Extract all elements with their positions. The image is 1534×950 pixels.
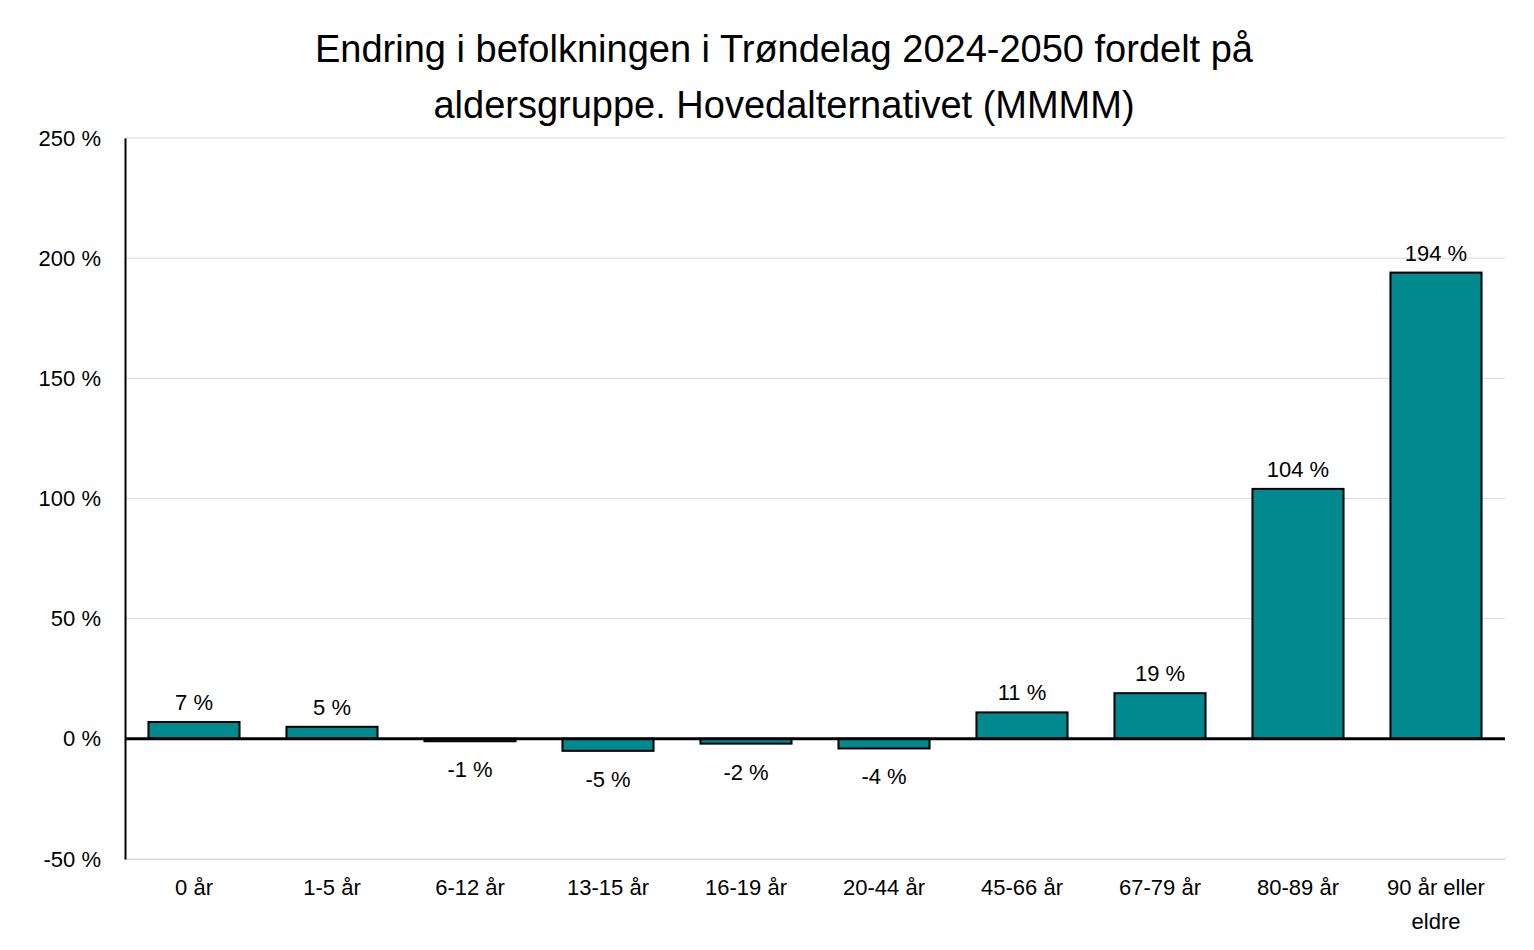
grid-line — [125, 378, 1505, 379]
bar — [1114, 693, 1205, 739]
y-tick-label: 250 % — [39, 126, 101, 151]
bar — [148, 722, 239, 739]
y-axis-line — [125, 139, 127, 860]
grid-line — [125, 138, 1505, 139]
bar — [286, 727, 377, 739]
x-tick: 13-15 år — [567, 859, 649, 900]
grid-line — [125, 859, 1505, 860]
x-axis-line — [126, 859, 1506, 860]
data-label: 104 % — [1267, 457, 1329, 482]
y-tick-label: 150 % — [39, 366, 101, 391]
y-tick: 200 % — [39, 246, 125, 271]
grid-line — [125, 738, 1505, 739]
y-tick-label: 200 % — [39, 246, 101, 271]
title: Endring i befolkningen i Trøndelag 2024-… — [315, 28, 1254, 126]
y-tick: 0 % — [63, 726, 125, 751]
y-axis: -50 % 0 % 50 % 100 % 150 % 200 % 250 % — [39, 126, 126, 872]
x-tick: 16-19 år — [705, 859, 787, 900]
bar — [562, 739, 653, 751]
data-label: -1 % — [447, 757, 492, 782]
x-tick: 90 år eller eldre — [1387, 859, 1485, 934]
y-tick: 250 % — [39, 126, 125, 151]
chart: Endring i befolkningen i Trøndelag 2024-… — [0, 0, 1534, 950]
data-label: 11 % — [998, 680, 1047, 705]
x-tick-label: 67-79 år — [1119, 875, 1201, 900]
x-tick: 80-89 år — [1257, 859, 1339, 900]
title-line: Endring i befolkningen i Trøndelag 2024-… — [315, 28, 1254, 70]
x-tick: 6-12 år — [435, 859, 505, 900]
data-label: -2 % — [723, 760, 768, 785]
y-tick-label: -50 % — [44, 847, 101, 872]
zero-line — [125, 737, 1505, 740]
x-tick: 20-44 år — [843, 859, 925, 900]
x-tick-label: 1-5 år — [303, 875, 360, 900]
y-tick-label: 50 % — [51, 606, 101, 631]
y-tick: -50 % — [44, 847, 125, 872]
y-tick-label: 100 % — [39, 486, 101, 511]
x-tick-label: 16-19 år — [705, 875, 787, 900]
plot: 0 år 1-5 år 6-12 år 13-15 år 16-19 år 20-44 å… — [39, 126, 1506, 934]
grid — [125, 138, 1505, 859]
data-label: -5 % — [585, 767, 630, 792]
grid-line — [125, 258, 1505, 259]
y-tick-label: 0 % — [63, 726, 101, 751]
bars — [148, 273, 1481, 751]
data-label: 5 % — [313, 695, 351, 720]
x-tick-label: 45-66 år — [981, 875, 1063, 900]
data-label: 194 % — [1405, 241, 1467, 266]
data-label: 19 % — [1135, 661, 1185, 686]
x-tick-label: 0 år — [175, 875, 213, 900]
x-tick: 45-66 år — [981, 859, 1063, 900]
y-tick: 150 % — [39, 366, 125, 391]
data-label: 7 % — [175, 690, 213, 715]
x-tick: 67-79 år — [1119, 859, 1201, 900]
y-tick: 50 % — [51, 606, 125, 631]
bar — [976, 712, 1067, 738]
x-axis: 0 år 1-5 år 6-12 år 13-15 år 16-19 år 20-44 å… — [126, 859, 1506, 934]
x-tick-label-line: 90 år eller — [1387, 875, 1485, 900]
data-label: -4 % — [861, 764, 906, 789]
y-tick: 100 % — [39, 486, 125, 511]
bar — [1252, 489, 1343, 739]
x-tick-label: 90 år eller eldre — [1387, 875, 1485, 934]
x-tick: 0 år — [175, 859, 213, 900]
x-tick: 1-5 år — [303, 859, 360, 900]
x-tick-label: 20-44 år — [843, 875, 925, 900]
x-tick-label-line: eldre — [1412, 909, 1461, 934]
x-tick-label: 13-15 år — [567, 875, 649, 900]
x-tick-label: 80-89 år — [1257, 875, 1339, 900]
x-tick-label: 6-12 år — [435, 875, 505, 900]
data-labels: 7 % 5 % -1 % -5 % -2 % -4 % 11 % 19 % 104 % 194 % — [175, 241, 1467, 792]
bar — [1390, 273, 1481, 739]
title-line: aldersgruppe. Hovedalternativet (MMMM) — [433, 84, 1134, 126]
